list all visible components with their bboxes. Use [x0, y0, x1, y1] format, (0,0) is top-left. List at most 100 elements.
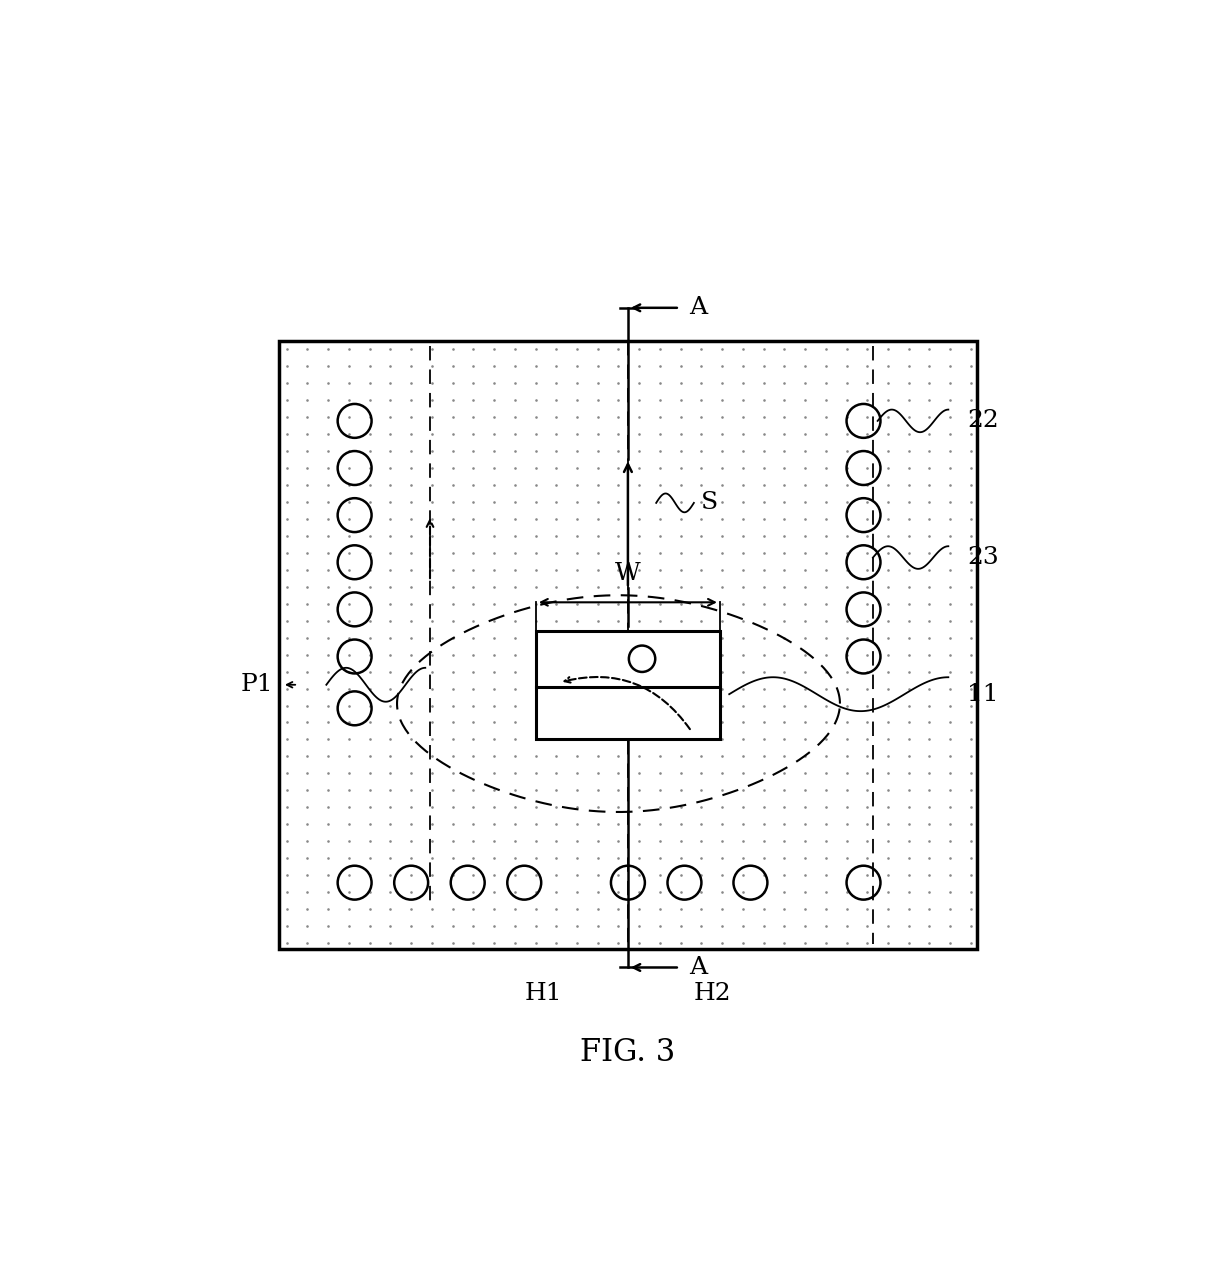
Point [940, 560, 959, 580]
Point [339, 747, 359, 767]
Point [713, 509, 732, 529]
Point [775, 899, 794, 920]
Point [525, 492, 545, 513]
Point [733, 560, 753, 580]
Point [919, 881, 939, 902]
Point [319, 848, 338, 869]
Point [360, 458, 379, 478]
Point [899, 576, 918, 597]
Point [422, 391, 441, 411]
Point [525, 356, 545, 377]
Point [919, 661, 939, 682]
Point [899, 373, 918, 393]
Point [713, 373, 732, 393]
Point [671, 492, 691, 513]
Point [381, 627, 400, 647]
Point [775, 881, 794, 902]
Point [961, 627, 980, 647]
Point [837, 780, 856, 800]
Point [919, 696, 939, 716]
Point [837, 645, 856, 665]
Point [671, 899, 691, 920]
Point [899, 661, 918, 682]
Point [713, 848, 732, 869]
Point [463, 492, 483, 513]
Point [857, 678, 877, 698]
Point [919, 509, 939, 529]
Point [484, 509, 503, 529]
Point [919, 576, 939, 597]
Point [816, 458, 835, 478]
Point [651, 594, 670, 614]
Point [422, 492, 441, 513]
Point [919, 729, 939, 749]
Point [837, 831, 856, 851]
Point [319, 763, 338, 784]
Point [899, 814, 918, 834]
Point [609, 492, 629, 513]
Point [837, 356, 856, 377]
Point [940, 916, 959, 936]
Point [319, 729, 338, 749]
Point [630, 458, 649, 478]
Point [360, 865, 379, 885]
Point [422, 543, 441, 563]
Point [360, 932, 379, 953]
Point [630, 543, 649, 563]
Point [630, 932, 649, 953]
Point [568, 661, 587, 682]
Point [878, 798, 897, 818]
Point [795, 848, 815, 869]
Point [899, 865, 918, 885]
Point [568, 492, 587, 513]
Point [837, 814, 856, 834]
Point [568, 525, 587, 546]
Point [630, 798, 649, 818]
Point [857, 899, 877, 920]
Point [795, 458, 815, 478]
Point [484, 594, 503, 614]
Point [671, 780, 691, 800]
Point [837, 848, 856, 869]
Point [401, 373, 421, 393]
Point [795, 543, 815, 563]
Point [671, 391, 691, 411]
Point [630, 391, 649, 411]
Point [816, 729, 835, 749]
Point [795, 356, 815, 377]
Point [899, 747, 918, 767]
Point [940, 712, 959, 733]
Point [651, 848, 670, 869]
Point [422, 712, 441, 733]
Point [298, 509, 317, 529]
Point [360, 661, 379, 682]
Point [298, 865, 317, 885]
Point [630, 747, 649, 767]
Point [733, 780, 753, 800]
Point [463, 763, 483, 784]
Point [589, 611, 608, 631]
Point [630, 373, 649, 393]
Text: A: A [689, 296, 708, 319]
Point [857, 611, 877, 631]
Point [816, 932, 835, 953]
Point [899, 899, 918, 920]
Point [277, 492, 297, 513]
Point [857, 932, 877, 953]
Point [940, 492, 959, 513]
Point [899, 492, 918, 513]
Text: S: S [700, 491, 717, 514]
Point [339, 780, 359, 800]
Point [422, 814, 441, 834]
Point [857, 780, 877, 800]
Point [360, 525, 379, 546]
Point [277, 627, 297, 647]
Point [463, 696, 483, 716]
Point [443, 340, 462, 360]
Point [713, 474, 732, 495]
Point [277, 678, 297, 698]
Point [857, 848, 877, 869]
Point [422, 424, 441, 444]
Point [525, 611, 545, 631]
Point [546, 661, 565, 682]
